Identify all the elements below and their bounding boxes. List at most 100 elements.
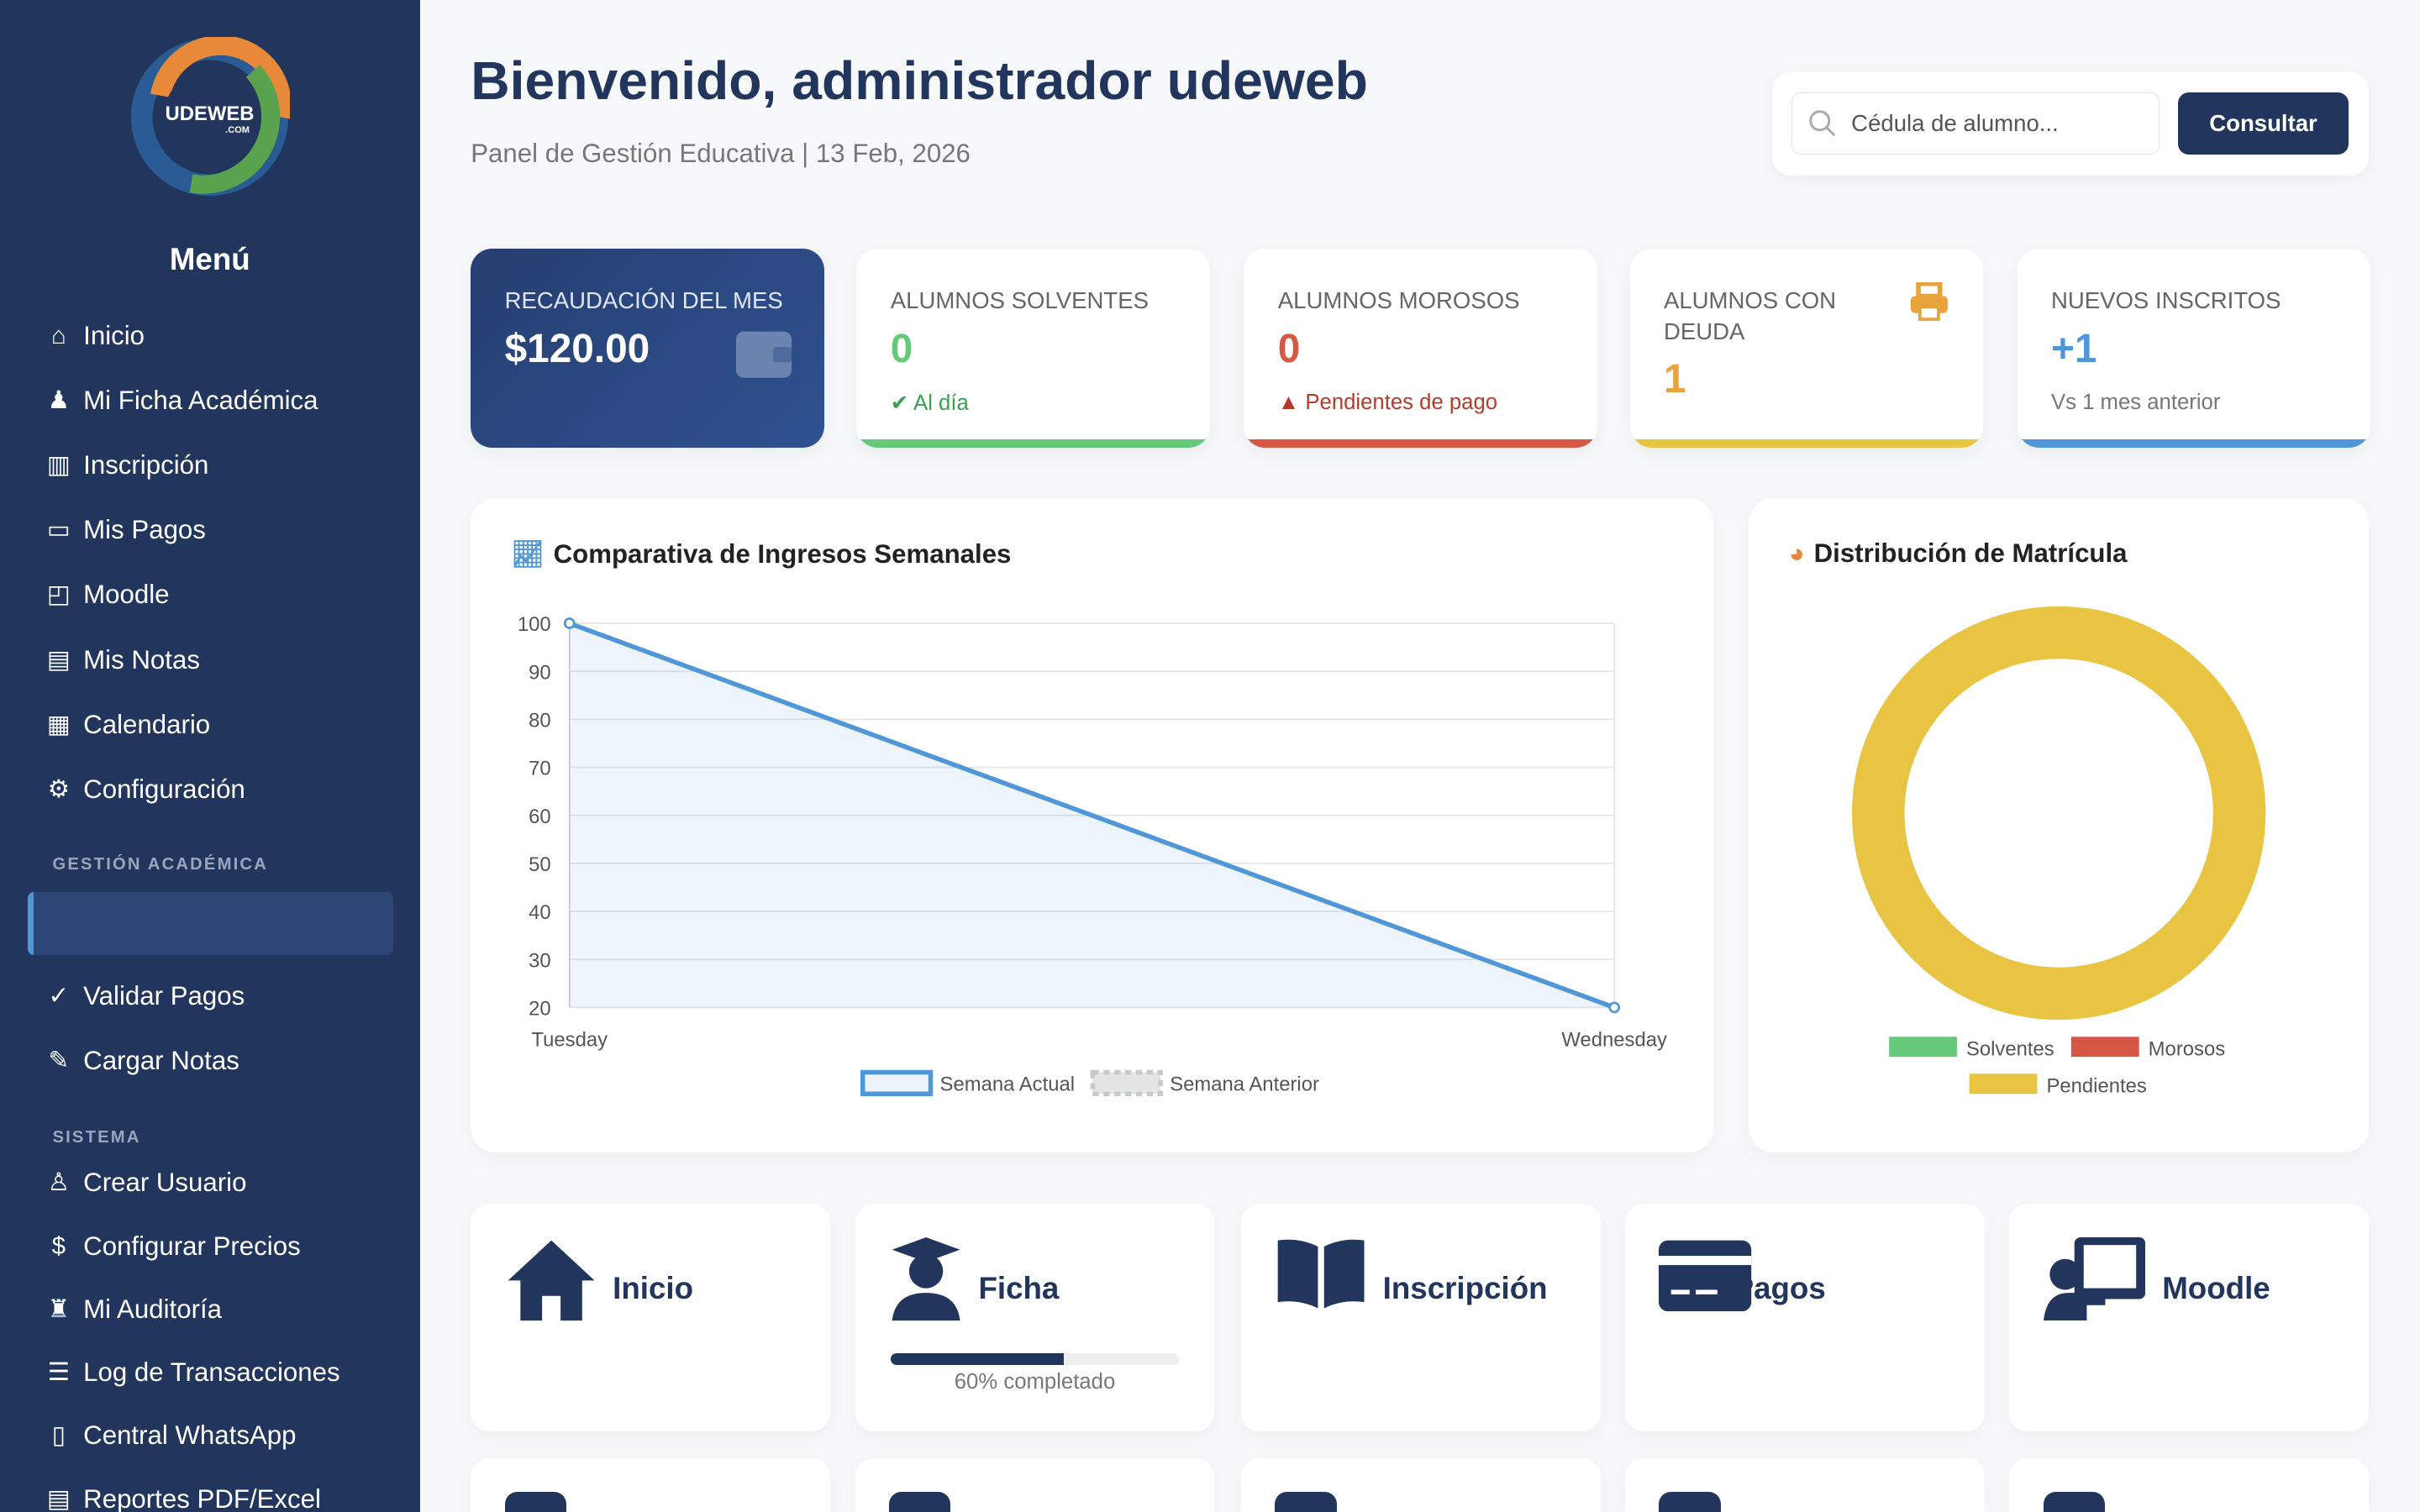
tile-icon [2043,1492,2106,1512]
file-icon: ▤ [46,645,71,674]
chalkboard-teacher-icon [2043,1237,2145,1321]
tile-icon [504,1492,567,1512]
kpi-deuda: ALUMNOS CON DEUDA 1 [1629,248,1984,448]
mobile-icon: ▯ [51,1421,66,1450]
quick-tile[interactable] [855,1457,1215,1512]
tile-icon [1275,1492,1337,1512]
sidebar-item-cargar-notas[interactable]: ✎ Cargar Notas [43,1047,239,1074]
legend-swatch-solventes [1889,1037,1957,1058]
kpi-value: 0 [1277,326,1301,371]
y-tick-label: 90 [529,661,551,684]
kpi-label: ALUMNOS CON DEUDA [1663,286,1837,344]
sidebar-item-central-whatsapp[interactable]: ▯ Central WhatsApp [43,1421,297,1450]
kpi-value: 1 [1663,357,1686,402]
tile-label: Inscripción [1382,1271,1548,1306]
quick-tile[interactable] [471,1457,831,1512]
y-tick-label: 60 [529,806,551,828]
quick-tile-inicio[interactable]: Inicio [471,1203,831,1432]
quick-tile[interactable] [2009,1457,2370,1512]
home-icon: ⌂ [50,321,66,349]
sidebar-item-validar-pagos[interactable]: ✓ Validar Pagos [43,983,245,1009]
book-open-icon: ▥ [46,451,71,480]
sidebar-item-label: Moodle [83,580,170,610]
y-tick-label: 80 [529,710,551,732]
kpi-label: ALUMNOS MOROSOS [1277,286,1520,313]
kpi-label: ALUMNOS SOLVENTES [890,286,1149,313]
sidebar-item-label: Reportes PDF/Excel [83,1483,321,1512]
chart-pie-icon: ◕ [1788,538,1805,568]
sidebar-item-mi-ficha-académica[interactable]: ♟ Mi Ficha Académica [43,387,318,413]
chalkboard-teacher-icon: ◰ [46,580,71,609]
active-indicator [28,891,394,955]
legend-label: Semana Anterior [1170,1074,1319,1096]
quick-tile-inscripción[interactable]: Inscripción [1240,1203,1601,1432]
check-circle-icon: ✔ [890,391,909,415]
user-plus-icon: ♙ [47,1168,70,1197]
quick-tile-moodle[interactable]: Moodle [2009,1203,2370,1432]
svg-text:UDEWEB: UDEWEB [166,102,255,125]
kpi-bar [856,439,1210,448]
database-icon: ☰ [47,1358,70,1387]
kpi-nuevos: NUEVOS INSCRITOS +1 Vs 1 mes anterior [2017,248,2371,448]
check-double-icon: ✓ [48,981,70,1010]
progress-bar [890,1352,1180,1366]
sidebar-item-log-de-transacciones[interactable]: ☰ Log de Transacciones [43,1358,340,1387]
sidebar-item-calendario[interactable]: ▦ Calendario [43,711,210,738]
warning-icon: ▲ [1277,390,1300,414]
y-tick-label: 100 [518,613,551,636]
tile-icon [1659,1492,1721,1512]
section-academic: GESTIÓN ACADÉMICA [52,854,268,874]
y-tick-label: 40 [529,901,551,924]
sidebar-item-inscripción[interactable]: ▥ Inscripción [43,450,209,480]
consultar-button[interactable]: Consultar [2177,92,2349,155]
legend-swatch-pendientes [1969,1074,2038,1095]
kpi-note: Al día [913,391,969,415]
sidebar-item-moodle[interactable]: ◰ Moodle [43,580,170,610]
tile-label: Ficha [978,1271,1060,1306]
kpi-bar [1244,439,1597,448]
kpi-solventes: ALUMNOS SOLVENTES 0 ✔ Al día [856,248,1210,448]
sidebar-item-label: Inscripción [83,450,209,480]
sidebar-item-configuración[interactable]: ⚙ Configuración [43,776,245,802]
kpi-value: 0 [890,326,913,371]
sidebar-item-label: Inicio [83,320,145,350]
print-icon [1910,282,1948,322]
y-tick-label: 20 [529,998,551,1021]
cedula-input[interactable]: Cédula de alumno... [1791,92,2160,155]
sidebar-item-crear-usuario[interactable]: ♙ Crear Usuario [43,1168,247,1198]
tile-label: Inicio [613,1271,694,1306]
y-tick-label: 30 [529,949,551,972]
sidebar-item-inicio[interactable]: ⌂ Inicio [43,323,145,349]
kpi-morosos: ALUMNOS MOROSOS 0 ▲ Pendientes de pago [1244,248,1597,448]
progress-label: 60% completado [954,1369,1116,1394]
donut-slice-pendientes [1852,606,2266,1021]
edit-icon: ✎ [48,1047,70,1075]
book-open-icon [1277,1239,1365,1309]
sidebar-item-label: Configuración [83,774,245,804]
sidebar-item-label: Calendario [83,709,211,739]
quick-tile[interactable] [1240,1457,1601,1512]
legend-swatch-semana-anterior [1090,1069,1163,1096]
wallet-icon [736,331,792,378]
sidebar-item-reportes-pdf-excel[interactable]: ▤ Reportes PDF/Excel [43,1486,321,1512]
calendar-icon: ▦ [46,710,71,738]
data-point [563,617,576,629]
sidebar-item-mis-notas[interactable]: ▤ Mis Notas [43,644,200,675]
money-icon: $ [51,1231,66,1260]
y-tick-label: 70 [529,758,551,780]
kpi-recaudacion: RECAUDACIÓN DEL MES $120.00 [471,248,824,448]
x-tick-label: Wednesday [1561,1028,1667,1051]
legend-swatch-semana-actual [860,1069,934,1096]
sidebar-item-mis-pagos[interactable]: ▭ Mis Pagos [43,517,206,543]
sidebar-item-configurar-precios[interactable]: $ Configurar Precios [43,1231,301,1260]
quick-tile[interactable] [1625,1457,1985,1512]
chart-title: Distribución de Matrícula [1813,538,2128,568]
sidebar-item-label: Mis Notas [83,644,200,675]
quick-tile-ficha[interactable]: Ficha 60% completado [855,1203,1215,1432]
quick-tile-pagos[interactable]: Pagos [1625,1203,1985,1432]
tile-icon [888,1492,951,1512]
sidebar-item-mi-auditoría[interactable]: ♜ Mi Auditoría [43,1296,222,1322]
sidebar-item-label: Crear Usuario [83,1168,247,1198]
page-title: Bienvenido, administrador udeweb [471,50,1368,111]
